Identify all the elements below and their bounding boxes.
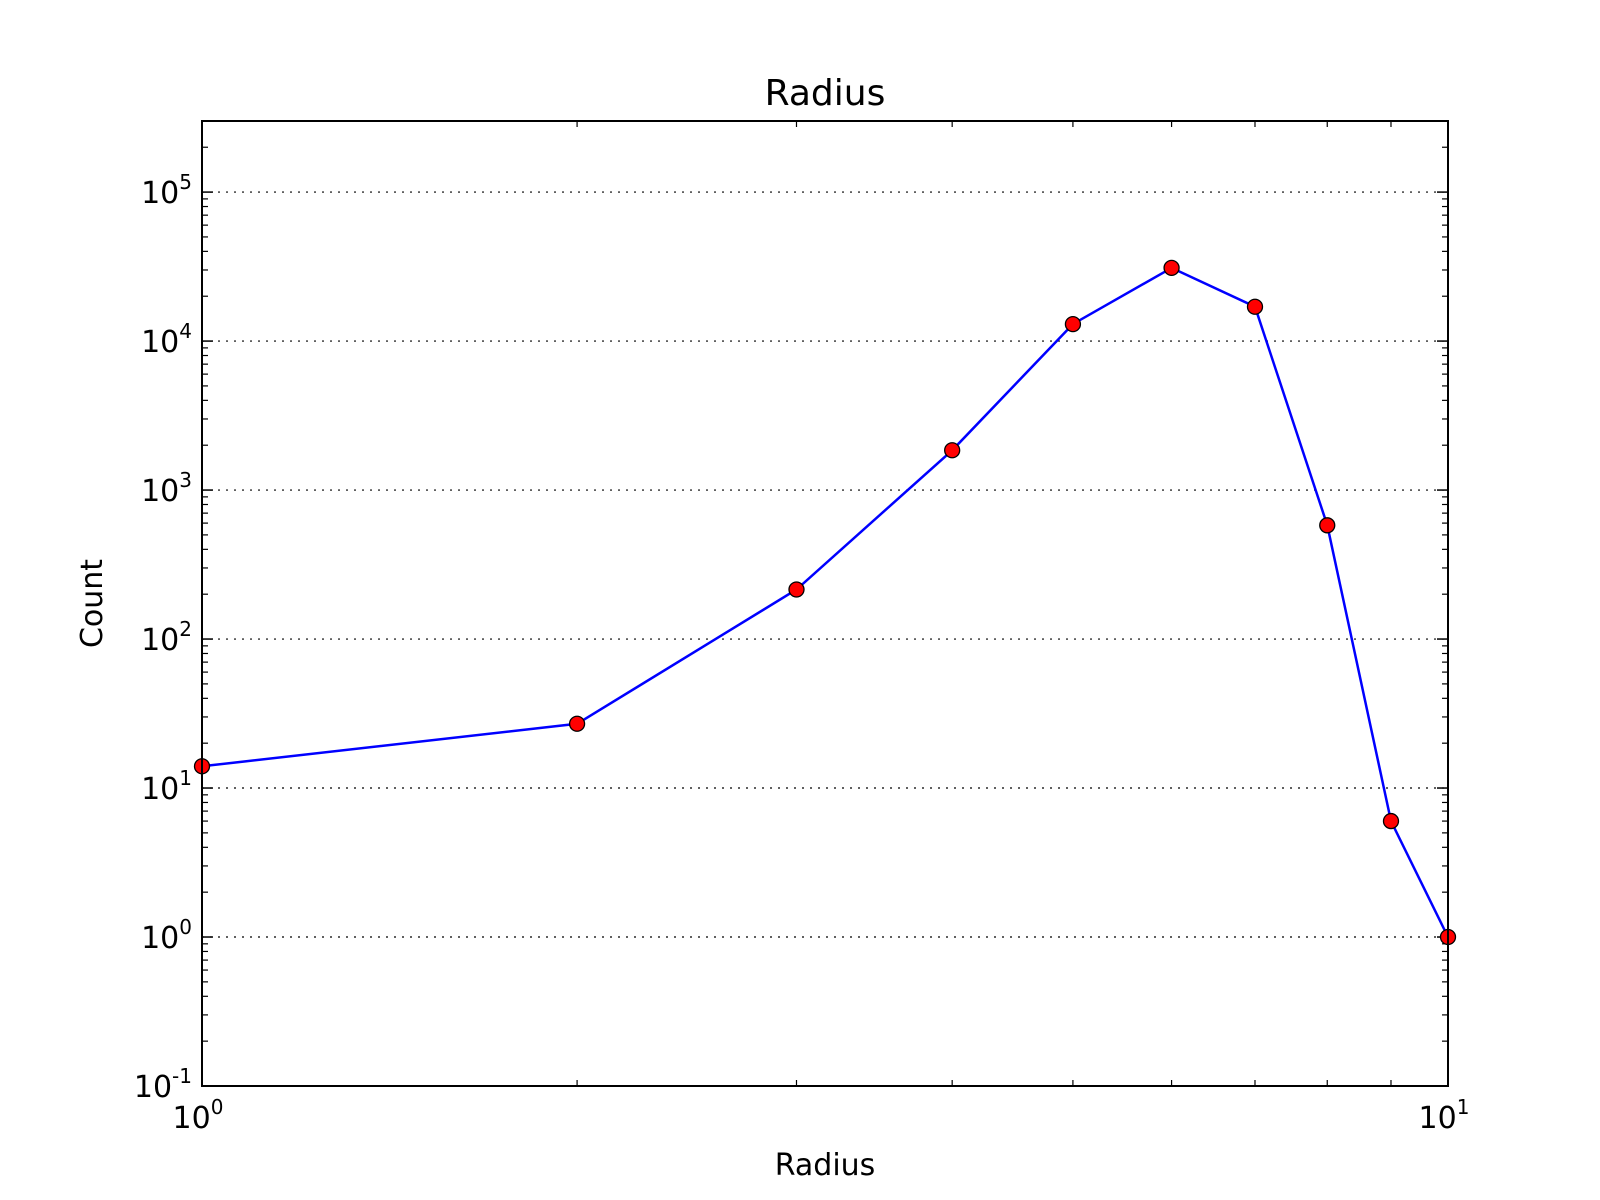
data-point bbox=[1163, 259, 1180, 277]
data-point bbox=[1319, 517, 1336, 534]
x-tick-label: 100 bbox=[173, 1095, 224, 1136]
data-point bbox=[788, 581, 805, 598]
y-tick-label: 102 bbox=[141, 617, 192, 658]
y-axis-label: Count bbox=[75, 559, 110, 648]
data-point bbox=[1382, 812, 1400, 830]
series-line bbox=[201, 266, 1450, 938]
x-tick-label: 101 bbox=[1419, 1095, 1470, 1136]
data-point bbox=[944, 442, 961, 459]
y-tick-label: 100 bbox=[141, 915, 192, 956]
y-tick-label: 101 bbox=[141, 766, 192, 807]
y-tick-label: 104 bbox=[141, 319, 192, 360]
x-axis-label: Radius bbox=[775, 1148, 876, 1183]
plot-frame bbox=[201, 120, 1449, 1087]
chart-title: Radius bbox=[765, 73, 886, 114]
data-point bbox=[1246, 298, 1264, 315]
data-point bbox=[1064, 315, 1082, 333]
y-tick-label: 10-1 bbox=[134, 1064, 192, 1105]
series-layer bbox=[193, 259, 1457, 946]
y-tick-label: 103 bbox=[141, 468, 192, 509]
y-tick-label: 105 bbox=[141, 170, 192, 211]
data-point bbox=[568, 715, 586, 732]
